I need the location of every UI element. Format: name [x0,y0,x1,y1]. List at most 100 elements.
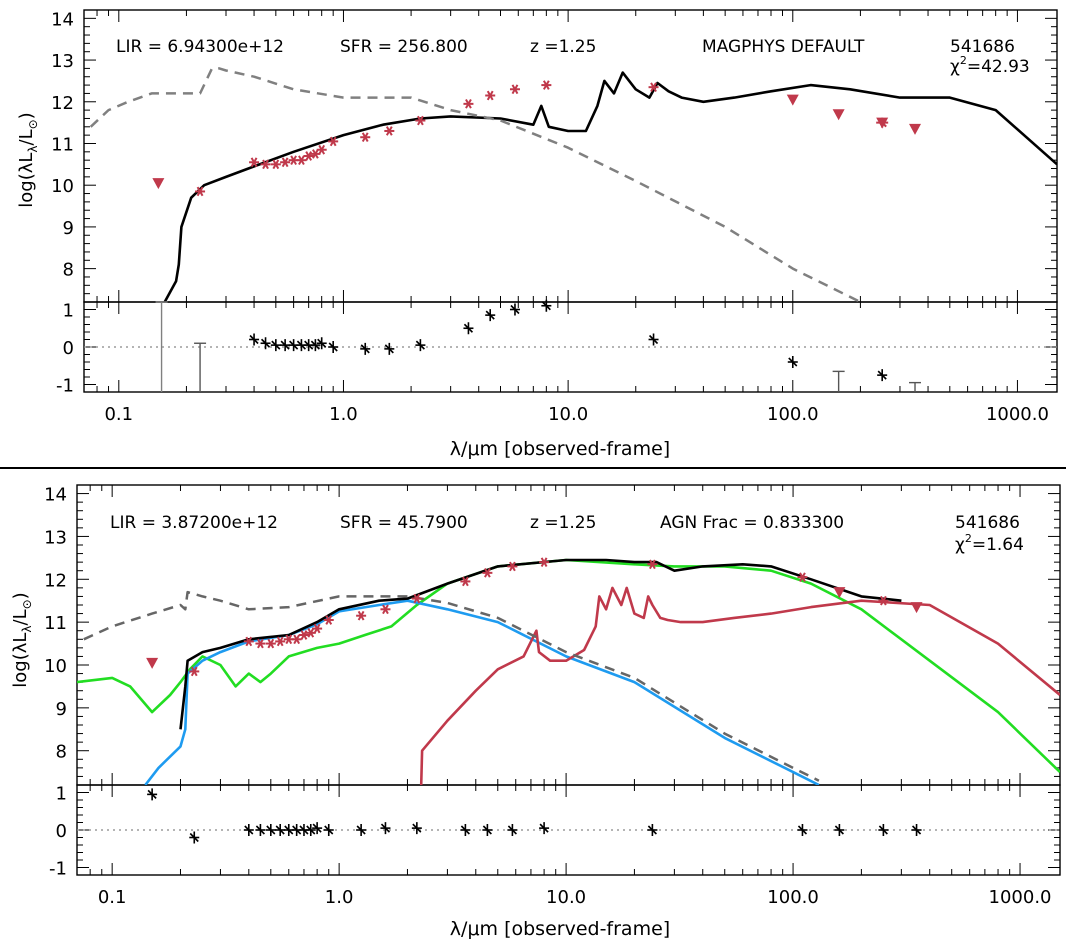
bottom-series-photometry-point [243,636,254,647]
top-redshift-annotation: z =1.25 [530,37,596,57]
top-series-photometry-point-stroke [281,157,289,168]
top-series-photometry-point [195,186,206,197]
bottom-residual-point-stroke [324,825,334,835]
bottom-residual-point-stroke [147,789,157,799]
bottom-residual-point-stroke [292,825,302,835]
top-res-ytick-label: 1 [63,301,74,322]
panel-separator [0,467,1066,469]
top-series-total-model-line [163,71,1057,302]
bottom-series-photometry-point-stroke [276,636,284,647]
top-residual-point-stroke [280,340,290,350]
bottom-series-photometry-point-stroke [484,568,491,578]
bottom-series-unattenuated-stellar-line [83,590,820,782]
top-residual-point [877,369,888,382]
bottom-x-axis-label: λ/μm [observed-frame] [450,918,670,940]
bottom-xtick-label: 1000.0 [989,887,1052,908]
bottom-residual-point-stroke [539,823,549,833]
top-series-photometry-point-stroke [650,82,657,93]
top-residual-point [787,356,798,368]
bottom-res-ytick-label: -1 [49,859,67,880]
bottom-series-photometry-point [482,568,493,578]
bottom-series-photometry-point-stroke [245,636,253,647]
bottom-series-stellar-blue-line [144,599,820,785]
top-series-photometry-point-stroke [318,144,326,155]
bottom-series-photometry-point-stroke [267,638,275,649]
top-series-photometry-point [316,144,327,155]
top-series-photometry-point-stroke [290,155,297,166]
bottom-residual-point-stroke [834,825,844,835]
bottom-res-ytick-label: 0 [56,821,67,842]
top-series-photometry-point-stroke [417,115,424,126]
bottom-series-photometry-point-stroke [307,628,315,638]
top-residual-point-stroke [384,344,394,354]
top-residual-limit [194,342,207,392]
bottom-y-axis-label: log(λLλ/L⊙) [10,592,34,687]
top-series-photometry-point-stroke [312,149,319,159]
top-series-photometry-point [509,84,520,95]
top-residual-point [509,303,520,316]
top-series-photometry-point [384,126,395,136]
bottom-residual-point [312,822,323,835]
bottom-plot-area [77,557,1060,785]
top-residual-point [415,339,426,352]
bottom-residual-point [356,824,367,836]
bottom-residual-point-stroke [482,825,492,835]
bottom-panel: LIR = 3.87200e+12 SFR = 45.7900 z =1.25 … [10,484,1061,940]
bottom-series-photometry-point-stroke [880,595,887,606]
bottom-xtick-label: 100.0 [767,887,819,908]
top-ytick-label: 9 [63,218,74,239]
bottom-series-photometry-point [507,561,518,572]
bottom-series-photometry-point [460,576,471,587]
bottom-series-photometry-point [797,572,808,582]
bottom-series-photometry-point-stroke [285,634,293,645]
top-series-photometry-point [360,132,371,143]
bottom-series-dust-red-line [419,586,1060,785]
top-ytick-label: 14 [51,9,74,30]
top-residual-limit [155,301,168,392]
top-panel: LIR = 6.94300e+12 SFR = 256.800 z =1.25 … [16,9,1058,460]
bottom-residual-point [507,824,518,836]
top-series-photometry-point-stroke [298,155,305,166]
top-residual-point [360,342,371,355]
bottom-series-photometry-point [305,628,316,638]
top-ytick-label: 11 [51,134,74,155]
top-series-photometry-point-stroke [250,157,258,168]
top-ytick-label: 10 [51,176,74,197]
top-residual-point-stroke [296,340,306,350]
top-residual-point-stroke [271,340,281,350]
bottom-series-photometry-point-stroke [462,576,469,587]
top-series-photometry-point-stroke [329,136,337,147]
top-series-photometry-point [296,155,307,166]
top-series-photometry-point [485,90,496,101]
top-series-photometry-point [303,151,314,161]
bottom-chi-annotation: χ2=1.64 [955,532,1024,555]
bottom-residual-point-stroke [380,823,391,833]
top-series-upper-limits-point [832,109,845,121]
bottom-series-photometry-point-stroke [190,666,198,677]
bottom-residual-point-stroke [460,825,470,835]
bottom-series-photometry-point [275,636,286,647]
bottom-residual-point [797,824,808,836]
top-series-unattenuated-stellar-line [89,67,861,302]
bottom-residual-point [323,824,334,836]
top-xtick-label: 100.0 [767,404,819,425]
bottom-xtick-label: 0.1 [98,887,127,908]
bottom-residual-point [482,824,493,836]
top-residual-limit [832,370,845,392]
top-series-photometry-point [463,99,474,109]
bottom-series-photometry-point-stroke [300,630,308,640]
top-xtick-label: 1.0 [329,404,358,425]
top-series-upper-limits-point [152,178,165,190]
top-series-upper-limits-point [786,94,799,106]
bottom-series-photometry-point-stroke [357,610,365,621]
top-residual-point-stroke [360,344,370,354]
bottom-series-photometry-point [312,623,323,634]
bottom-ytick-label: 14 [44,485,67,506]
bottom-series-photometry-point-stroke [293,634,301,645]
bottom-ytick-label: 10 [44,656,67,677]
bottom-series-photometry-point-stroke [257,638,264,649]
top-series-photometry-point-stroke [486,90,494,101]
top-residual-point-stroke [485,310,495,320]
bottom-residual-point [911,824,922,836]
bottom-series-upper-limits-point [146,657,159,669]
